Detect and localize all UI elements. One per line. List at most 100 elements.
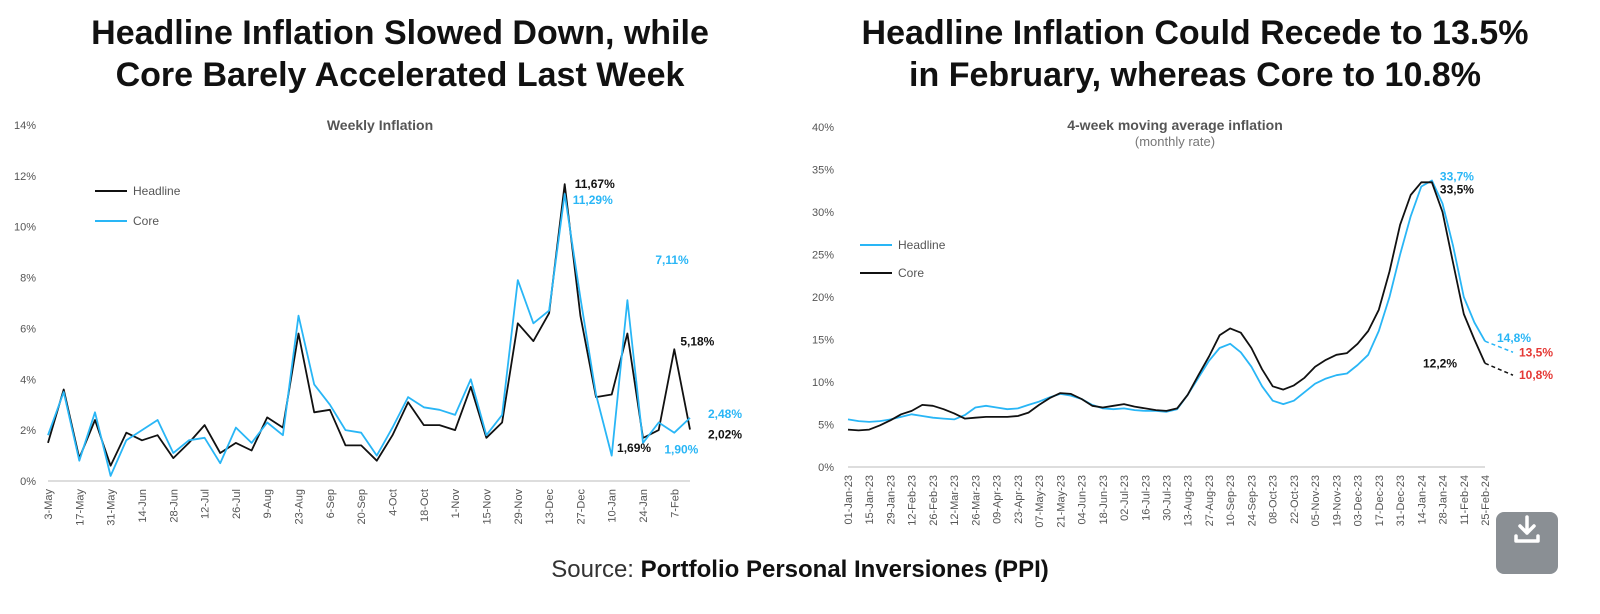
y-tick-label: 15% (812, 335, 834, 347)
series-line-core (47, 192, 691, 477)
x-tick-label: 13-Aug-23 (1183, 475, 1195, 526)
x-tick-label: 18-Jun-23 (1098, 475, 1110, 525)
y-tick-label: 25% (812, 250, 834, 262)
x-tick-label: 27-Aug-23 (1204, 475, 1216, 526)
x-tick-label: 6-Sep (325, 489, 337, 518)
x-tick-label: 02-Jul-23 (1119, 475, 1131, 521)
x-tick-label: 23-Apr-23 (1013, 475, 1025, 524)
y-tick-label: 40% (812, 122, 834, 134)
x-tick-label: 26-Feb-23 (928, 475, 940, 526)
x-tick-label: 1-Nov (450, 489, 462, 519)
x-tick-label: 31-Dec-23 (1395, 475, 1407, 526)
projection-label: 10,8% (1519, 368, 1553, 382)
data-label: 2,02% (708, 428, 742, 442)
data-label: 12,2% (1423, 356, 1457, 370)
x-tick-label: 9-Aug (262, 489, 274, 518)
x-tick-label: 12-Feb-23 (907, 475, 919, 526)
chart-title: 4-week moving average inflation (1067, 117, 1283, 133)
x-tick-label: 15-Jan-23 (864, 475, 876, 525)
x-tick-label: 14-Jan-24 (1416, 475, 1428, 525)
x-tick-label: 14-Jun (137, 489, 149, 523)
x-tick-label: 31-May (106, 489, 118, 526)
y-tick-label: 14% (14, 120, 36, 132)
x-tick-label: 3-May (43, 489, 55, 520)
x-tick-label: 10-Sep-23 (1225, 475, 1237, 526)
x-tick-label: 03-Dec-23 (1353, 475, 1365, 526)
x-tick-label: 24-Sep-23 (1246, 475, 1258, 526)
y-tick-label: 10% (14, 222, 36, 234)
x-tick-label: 7-Feb (669, 489, 681, 518)
y-tick-label: 35% (812, 165, 834, 177)
y-tick-label: 20% (812, 292, 834, 304)
x-tick-label: 12-Jul (200, 489, 212, 519)
x-tick-label: 22-Oct-23 (1289, 475, 1301, 524)
x-tick-label: 27-Dec (575, 489, 587, 525)
x-tick-label: 19-Nov-23 (1331, 475, 1343, 526)
chart-subtitle: (monthly rate) (1135, 134, 1215, 149)
legend-label-headline: Headline (133, 184, 181, 198)
x-tick-label: 05-Nov-23 (1310, 475, 1322, 526)
y-tick-label: 6% (20, 323, 36, 335)
x-tick-label: 01-Jan-23 (843, 475, 855, 525)
legend-label-headline: Headline (898, 238, 946, 252)
data-label: 11,29% (573, 193, 613, 207)
y-tick-label: 5% (818, 420, 834, 432)
x-tick-label: 28-Jun (168, 489, 180, 523)
y-tick-label: 8% (20, 273, 36, 285)
x-tick-label: 04-Jun-23 (1077, 475, 1089, 525)
data-label: 1,69% (617, 441, 651, 455)
projection-line-headline (1484, 340, 1514, 353)
source-name: Portfolio Personal Inversiones (PPI) (640, 556, 1049, 583)
legend-label-core: Core (133, 214, 159, 228)
x-tick-label: 21-May-23 (1055, 475, 1067, 528)
data-label: 33,5% (1440, 182, 1474, 196)
data-label: 1,90% (664, 443, 698, 457)
x-tick-label: 28-Jan-24 (1438, 475, 1450, 525)
x-tick-label: 25-Feb-24 (1480, 475, 1492, 526)
projection-label: 13,5% (1519, 345, 1553, 359)
data-label: 33,7% (1440, 170, 1474, 184)
data-label: 5,18% (680, 334, 714, 348)
x-tick-label: 10-Jan (607, 489, 619, 523)
x-tick-label: 13-Dec (544, 489, 556, 525)
x-tick-label: 24-Jan (638, 489, 650, 523)
series-line-core (847, 181, 1486, 432)
y-tick-label: 12% (14, 171, 36, 183)
series-line-headline (847, 179, 1486, 423)
x-tick-label: 29-Jan-23 (885, 475, 897, 525)
x-tick-label: 18-Oct (419, 489, 431, 522)
data-label: 11,67% (575, 177, 615, 191)
x-tick-label: 4-Oct (387, 489, 399, 516)
x-tick-label: 11-Feb-24 (1459, 475, 1471, 525)
x-tick-label: 16-Jul-23 (1140, 475, 1152, 521)
y-tick-label: 10% (812, 377, 834, 389)
x-tick-label: 17-Dec-23 (1374, 475, 1386, 526)
download-icon (1514, 515, 1540, 543)
y-tick-label: 2% (20, 425, 36, 437)
x-tick-label: 15-Nov (481, 489, 493, 525)
data-label: 7,11% (655, 253, 689, 267)
x-tick-label: 07-May-23 (1034, 475, 1046, 528)
x-tick-label: 09-Apr-23 (992, 475, 1004, 524)
data-label: 2,48% (708, 407, 742, 421)
x-tick-label: 26-Jul (231, 489, 243, 519)
data-label: 14,8% (1497, 331, 1531, 345)
download-button[interactable] (1496, 512, 1558, 574)
y-tick-label: 0% (20, 476, 36, 488)
moving-average-inflation-chart: 4-week moving average inflation(monthly … (812, 117, 1553, 528)
weekly-inflation-chart: Weekly Inflation 0% 2% 4% 6% 8% 10% 12% 14% 3-May… (14, 117, 742, 526)
source-caption: Source: Portfolio Personal Inversiones (… (0, 556, 1600, 584)
x-tick-label: 08-Oct-23 (1268, 475, 1280, 524)
left-chart-headline: Headline Inflation Slowed Down, while Co… (91, 14, 709, 94)
x-tick-label: 17-May (74, 489, 86, 526)
x-tick-label: 23-Aug (294, 489, 306, 524)
legend-label-core: Core (898, 266, 924, 280)
x-tick-label: 30-Jul-23 (1162, 475, 1174, 521)
projection-line-core (1484, 362, 1514, 376)
x-tick-label: 20-Sep (356, 489, 368, 524)
y-tick-label: 30% (812, 207, 834, 219)
y-tick-label: 0% (818, 462, 834, 474)
source-prefix: Source: (551, 556, 634, 583)
x-tick-label: 26-Mar-23 (970, 475, 982, 526)
chart-title: Weekly Inflation (327, 117, 433, 133)
